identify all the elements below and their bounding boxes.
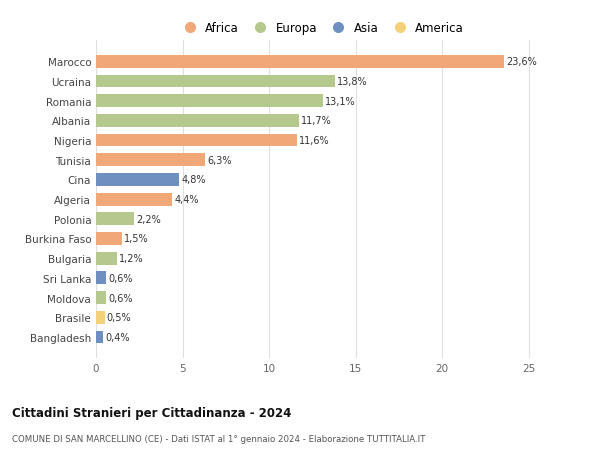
Text: Cittadini Stranieri per Cittadinanza - 2024: Cittadini Stranieri per Cittadinanza - 2…: [12, 406, 292, 419]
Bar: [96, 331, 103, 344]
Bar: [96, 291, 106, 304]
Text: COMUNE DI SAN MARCELLINO (CE) - Dati ISTAT al 1° gennaio 2024 - Elaborazione TUT: COMUNE DI SAN MARCELLINO (CE) - Dati IST…: [12, 434, 425, 443]
Bar: [96, 311, 104, 324]
Text: 13,8%: 13,8%: [337, 77, 368, 87]
Text: 0,5%: 0,5%: [107, 313, 131, 323]
Legend: Africa, Europa, Asia, America: Africa, Europa, Asia, America: [175, 19, 467, 39]
Text: 4,8%: 4,8%: [181, 175, 206, 185]
Bar: [96, 233, 122, 246]
Bar: [96, 154, 205, 167]
Text: 13,1%: 13,1%: [325, 96, 355, 106]
Bar: [96, 75, 335, 88]
Bar: [96, 174, 179, 186]
Bar: [96, 115, 299, 128]
Text: 1,2%: 1,2%: [119, 254, 143, 263]
Text: 11,7%: 11,7%: [301, 116, 331, 126]
Text: 0,6%: 0,6%: [109, 293, 133, 303]
Text: 4,4%: 4,4%: [174, 195, 199, 205]
Bar: [96, 272, 106, 285]
Text: 2,2%: 2,2%: [136, 214, 161, 224]
Bar: [96, 213, 134, 226]
Text: 0,4%: 0,4%: [105, 332, 130, 342]
Text: 6,3%: 6,3%: [207, 155, 232, 165]
Bar: [96, 95, 323, 108]
Text: 23,6%: 23,6%: [506, 57, 537, 67]
Text: 11,6%: 11,6%: [299, 136, 329, 146]
Bar: [96, 252, 117, 265]
Bar: [96, 193, 172, 206]
Bar: [96, 134, 297, 147]
Bar: [96, 56, 505, 68]
Text: 1,5%: 1,5%: [124, 234, 149, 244]
Text: 0,6%: 0,6%: [109, 273, 133, 283]
